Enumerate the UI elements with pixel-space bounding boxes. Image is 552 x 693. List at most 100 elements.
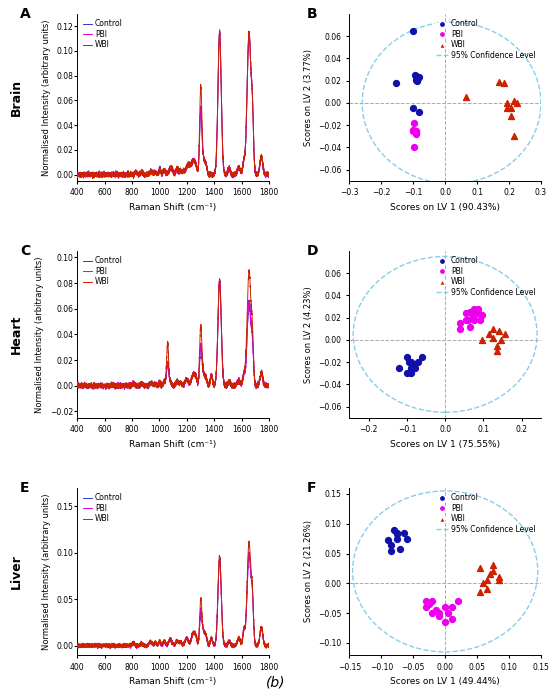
Point bbox=[422, 596, 431, 607]
Control bbox=[102, 385, 109, 393]
Control bbox=[266, 641, 272, 649]
Control bbox=[225, 380, 232, 388]
PBI bbox=[145, 173, 152, 181]
Point bbox=[461, 91, 470, 103]
Control bbox=[161, 165, 167, 173]
Point bbox=[386, 539, 395, 550]
PBI bbox=[190, 157, 197, 165]
Control bbox=[225, 640, 231, 648]
Point bbox=[440, 617, 449, 628]
WBI bbox=[74, 642, 81, 650]
Point bbox=[489, 560, 497, 571]
Point bbox=[412, 71, 421, 82]
Point bbox=[496, 335, 505, 346]
Control bbox=[232, 382, 238, 390]
Point bbox=[477, 310, 486, 321]
WBI bbox=[91, 385, 97, 394]
Control bbox=[264, 641, 271, 649]
Point bbox=[468, 312, 476, 323]
Y-axis label: Normalised Intensity (arbitrary units): Normalised Intensity (arbitrary units) bbox=[35, 256, 44, 412]
Point bbox=[476, 587, 485, 598]
PBI bbox=[232, 381, 238, 389]
Point bbox=[396, 543, 405, 554]
Point bbox=[406, 362, 415, 374]
PBI bbox=[264, 169, 271, 177]
PBI bbox=[225, 639, 231, 647]
Point bbox=[444, 608, 453, 619]
Control bbox=[190, 369, 197, 377]
Point bbox=[425, 599, 434, 610]
Text: D: D bbox=[307, 244, 319, 258]
WBI bbox=[232, 380, 238, 388]
PBI bbox=[264, 382, 271, 390]
PBI bbox=[133, 644, 140, 653]
Control bbox=[266, 383, 272, 391]
Point bbox=[409, 25, 418, 36]
Control bbox=[225, 167, 231, 175]
PBI bbox=[266, 641, 272, 649]
X-axis label: Scores on LV 1 (75.55%): Scores on LV 1 (75.55%) bbox=[390, 440, 500, 449]
Point bbox=[413, 75, 422, 86]
Point bbox=[506, 103, 515, 114]
Point bbox=[412, 128, 421, 139]
Point bbox=[409, 125, 418, 137]
Point bbox=[410, 117, 418, 128]
Point bbox=[411, 74, 420, 85]
WBI bbox=[225, 638, 231, 647]
Point bbox=[482, 584, 491, 595]
Point bbox=[495, 326, 503, 337]
Point bbox=[495, 76, 504, 87]
PBI bbox=[74, 171, 81, 179]
WBI bbox=[74, 381, 81, 389]
Point bbox=[422, 602, 431, 613]
Point bbox=[393, 529, 402, 540]
Point bbox=[470, 315, 479, 326]
Legend: Control, PBI, WBI: Control, PBI, WBI bbox=[81, 255, 124, 288]
Point bbox=[485, 569, 494, 580]
Point bbox=[462, 315, 471, 326]
Legend: Control, PBI, WBI: Control, PBI, WBI bbox=[81, 492, 124, 525]
WBI bbox=[264, 383, 271, 391]
Point bbox=[395, 362, 404, 374]
PBI bbox=[190, 630, 197, 638]
Point bbox=[447, 613, 456, 624]
Line: PBI: PBI bbox=[77, 32, 269, 178]
Line: WBI: WBI bbox=[77, 270, 269, 389]
WBI bbox=[130, 175, 137, 183]
WBI bbox=[145, 170, 152, 178]
PBI bbox=[266, 171, 272, 179]
Point bbox=[413, 73, 422, 84]
Point bbox=[466, 306, 475, 317]
PBI bbox=[266, 381, 272, 389]
Point bbox=[489, 566, 497, 577]
Point bbox=[391, 78, 400, 89]
Control bbox=[232, 641, 238, 649]
Control bbox=[74, 380, 81, 389]
PBI bbox=[74, 642, 81, 650]
WBI bbox=[266, 641, 272, 649]
Point bbox=[412, 128, 421, 139]
Line: PBI: PBI bbox=[77, 553, 269, 649]
Point bbox=[404, 357, 413, 368]
PBI bbox=[225, 379, 232, 387]
X-axis label: Raman Shift (cm⁻¹): Raman Shift (cm⁻¹) bbox=[130, 677, 217, 686]
Point bbox=[390, 524, 399, 535]
Point bbox=[485, 329, 493, 340]
Point bbox=[509, 131, 518, 142]
Point bbox=[513, 97, 522, 108]
Text: Brain: Brain bbox=[9, 79, 23, 116]
PBI bbox=[74, 380, 81, 389]
WBI bbox=[145, 640, 152, 649]
Point bbox=[434, 611, 443, 622]
Point bbox=[462, 308, 471, 319]
Point bbox=[399, 527, 408, 538]
Y-axis label: Normalised Intensity (arbitrary units): Normalised Intensity (arbitrary units) bbox=[41, 19, 51, 175]
Point bbox=[473, 304, 482, 315]
Control bbox=[145, 640, 152, 649]
Text: Liver: Liver bbox=[9, 554, 23, 589]
PBI bbox=[115, 174, 122, 182]
Y-axis label: Scores on LV 2 (3.77%): Scores on LV 2 (3.77%) bbox=[304, 49, 313, 146]
X-axis label: Raman Shift (cm⁻¹): Raman Shift (cm⁻¹) bbox=[130, 203, 217, 212]
X-axis label: Scores on LV 1 (90.43%): Scores on LV 1 (90.43%) bbox=[390, 203, 500, 212]
WBI bbox=[107, 644, 114, 653]
